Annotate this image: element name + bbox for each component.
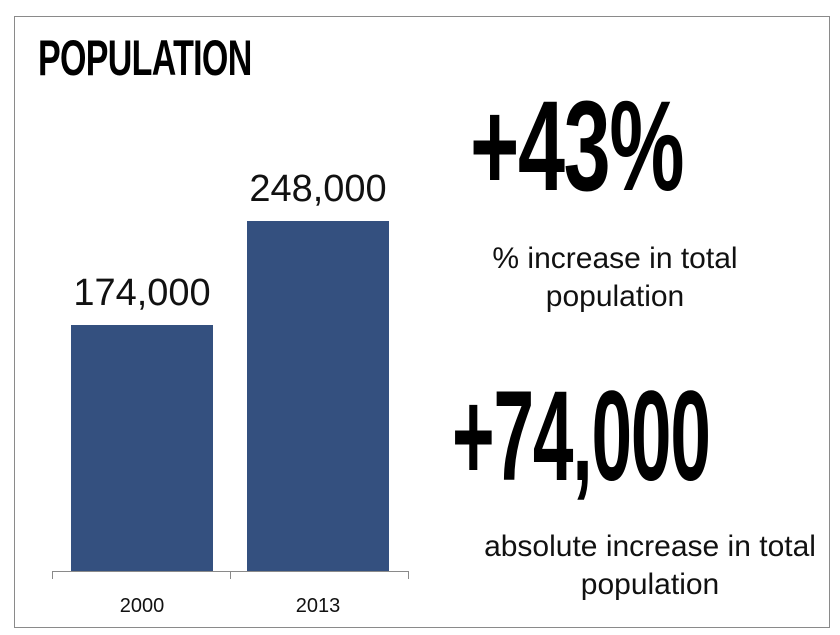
absolute-increase-label: absolute increase in total population	[484, 530, 816, 601]
x-axis-tick	[408, 571, 409, 579]
x-tick-label: 2000	[119, 595, 165, 617]
page-title: POPULATION	[38, 30, 252, 86]
x-axis-tick	[52, 571, 53, 579]
percent-increase-value: +43%	[470, 75, 684, 218]
percent-increase-label: % increase in total population	[492, 242, 738, 313]
absolute-increase-value: +74,000	[452, 365, 711, 508]
x-axis-tick	[230, 571, 231, 579]
x-tick-label: 2013	[295, 595, 341, 617]
bar-value-label: 248,000	[249, 168, 387, 210]
bar-2000	[71, 325, 213, 571]
bar-value-label: 174,000	[73, 272, 211, 314]
bar-2013	[247, 221, 389, 571]
